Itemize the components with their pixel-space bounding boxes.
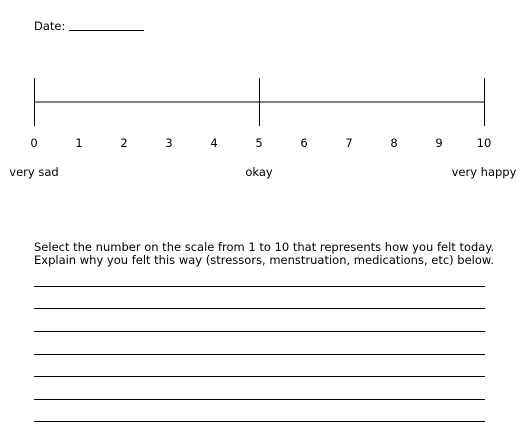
scale-number-9: 9 [435, 136, 443, 150]
answer-line[interactable] [34, 421, 485, 422]
anchor-very-happy: very happy [451, 165, 517, 179]
answer-line[interactable] [34, 286, 485, 287]
scale-number-8: 8 [390, 136, 398, 150]
instruction-line-2: Explain why you felt this way (stressors… [34, 253, 494, 267]
scale-number-4: 4 [210, 136, 218, 150]
scale-number-7: 7 [345, 136, 353, 150]
answer-line[interactable] [34, 376, 485, 377]
anchor-okay: okay [245, 165, 273, 179]
scale-number-2: 2 [120, 136, 128, 150]
date-label: Date: [34, 19, 66, 33]
instruction-line-1: Select the number on the scale from 1 to… [34, 240, 495, 254]
answer-line[interactable] [34, 399, 485, 400]
scale-number-0: 0 [30, 136, 38, 150]
mood-scale [34, 78, 485, 126]
answer-line[interactable] [34, 354, 485, 355]
date-blank-line[interactable] [69, 30, 144, 31]
scale-number-6: 6 [300, 136, 308, 150]
scale-number-10: 10 [476, 136, 492, 150]
answer-line[interactable] [34, 308, 485, 309]
answer-line[interactable] [34, 331, 485, 332]
scale-number-5: 5 [255, 136, 263, 150]
anchor-very-sad: very sad [9, 165, 59, 179]
scale-number-3: 3 [165, 136, 173, 150]
scale-number-1: 1 [75, 136, 83, 150]
instructions: Select the number on the scale from 1 to… [34, 241, 494, 267]
